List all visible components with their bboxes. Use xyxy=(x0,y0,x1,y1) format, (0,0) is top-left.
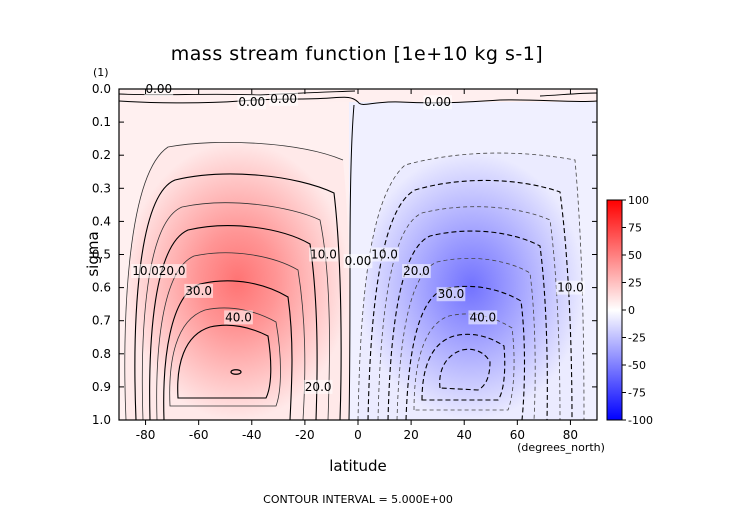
colorbar-tick-label: -100 xyxy=(628,414,653,427)
y-axis: 0.0 0.1 0.2 0.3 0.4 0.5 0.6 0.7 0.8 0.9 1.0 xyxy=(92,82,597,427)
x-unit-label: (degrees_north) xyxy=(517,441,605,454)
contour-label: 0.00 xyxy=(345,254,372,268)
contour-n-20 xyxy=(387,230,548,420)
colorbar-tick-label: 100 xyxy=(628,194,649,207)
contour-label: 40.0 xyxy=(225,310,252,324)
x-tick-label: -40 xyxy=(242,428,262,442)
contour-label-background xyxy=(370,247,399,262)
contour-s-15 xyxy=(141,202,330,420)
contour-label: 20.0 xyxy=(403,264,430,278)
contour-label: 0.00 xyxy=(270,92,297,106)
contour-label-background xyxy=(224,310,253,325)
colorbar-tick-label: -75 xyxy=(628,387,646,400)
y-tick-label: 0.3 xyxy=(92,181,111,195)
contour-label-background xyxy=(184,283,214,298)
contour-label: 20.0 xyxy=(159,264,186,278)
contour-label: 40.0 xyxy=(469,310,496,324)
contour-label-background xyxy=(343,254,373,269)
colorbar-tick-label: 25 xyxy=(628,277,642,290)
y-tick-label: 0.9 xyxy=(92,380,111,394)
colorbar-tick-label: -25 xyxy=(628,332,646,345)
contour-s-35 xyxy=(169,307,281,407)
contour-label: 0.00 xyxy=(238,95,265,109)
southern-cell xyxy=(124,141,350,420)
contour-label-background xyxy=(237,95,267,110)
y-tick-label: 0.5 xyxy=(92,248,111,262)
contour-n-15 xyxy=(377,206,561,420)
colorbar-tick-label: 75 xyxy=(628,222,642,235)
chart-title: mass stream function [1e+10 kg s-1] xyxy=(171,43,543,65)
plot-area xyxy=(119,89,597,420)
contour-label: 20.0 xyxy=(305,380,332,394)
y-tick-label: 0.7 xyxy=(92,314,111,328)
y-tick-label: 0.4 xyxy=(92,214,111,228)
contour-s-10 xyxy=(134,173,342,420)
x-tick-label: -80 xyxy=(136,428,156,442)
contour-n-45 xyxy=(439,348,491,391)
contour-n-10 xyxy=(367,179,573,420)
y-tick-label: 0.8 xyxy=(92,347,111,361)
colorbar: 100 75 50 25 0 -25 -50 -75 -100 xyxy=(606,194,653,427)
zero-contour-surface xyxy=(119,96,597,105)
contour-s-5 xyxy=(124,141,344,420)
contour-label-background xyxy=(423,95,453,110)
contour-s-30 xyxy=(163,280,293,420)
x-tick-label: 60 xyxy=(510,428,525,442)
contour-label-background xyxy=(131,264,160,279)
y-tick-label: 0.1 xyxy=(92,115,111,129)
y-tick-label: 0.2 xyxy=(92,148,111,162)
contour-s-25 xyxy=(156,252,306,420)
contour-label-background xyxy=(468,310,498,325)
contour-label-background xyxy=(303,379,333,394)
x-tick-label: -20 xyxy=(295,428,315,442)
contour-label-background xyxy=(556,280,585,295)
contour-n-30 xyxy=(405,285,526,420)
colorbar-fill xyxy=(606,199,623,421)
contour-interval-note: CONTOUR INTERVAL = 5.000E+00 xyxy=(263,493,453,506)
x-tick-label: 20 xyxy=(403,428,418,442)
northern-cell xyxy=(357,152,585,420)
contour-label: 10.0 xyxy=(557,281,584,295)
x-tick-label: -60 xyxy=(189,428,209,442)
x-tick-label: 40 xyxy=(457,428,472,442)
colorbar-tick-label: 50 xyxy=(628,249,642,262)
contour-s-20 xyxy=(149,225,318,420)
y-axis-title: sigma xyxy=(84,231,102,276)
contour-label: 0.00 xyxy=(424,95,451,109)
colorbar-tick-label: -50 xyxy=(628,359,646,372)
x-tick-label: 0 xyxy=(354,428,362,442)
contour-label: 10.0 xyxy=(310,248,337,262)
y-tick-label: 0.0 xyxy=(92,82,111,96)
contour-label: 30.0 xyxy=(438,287,465,301)
contour-label-background xyxy=(309,247,338,262)
y-unit-label: (1) xyxy=(93,66,109,79)
contour-s-40 xyxy=(177,324,272,399)
contour-s-45 xyxy=(230,369,242,375)
x-axis-title: latitude xyxy=(329,457,387,475)
contour-label: 30.0 xyxy=(185,284,212,298)
x-axis: -80 -60 -40 -20 0 20 40 60 80 xyxy=(136,89,578,442)
contour-label-background xyxy=(402,264,431,279)
y-tick-label: 0.6 xyxy=(92,281,111,295)
contour-label-background xyxy=(436,287,466,302)
contour-label-background xyxy=(157,264,187,279)
colorbar-ticks: 100 75 50 25 0 -25 -50 -75 -100 xyxy=(622,194,653,427)
contour-label: 10.0 xyxy=(371,248,398,262)
contour-n-5 xyxy=(357,152,585,420)
contour-label-background xyxy=(269,91,299,106)
x-tick-label: 80 xyxy=(563,428,578,442)
contour-n-25 xyxy=(396,257,536,420)
contour-label: 10.0 xyxy=(132,264,159,278)
y-tick-label: 1.0 xyxy=(92,413,111,427)
colorbar-tick-label: 0 xyxy=(628,304,635,317)
